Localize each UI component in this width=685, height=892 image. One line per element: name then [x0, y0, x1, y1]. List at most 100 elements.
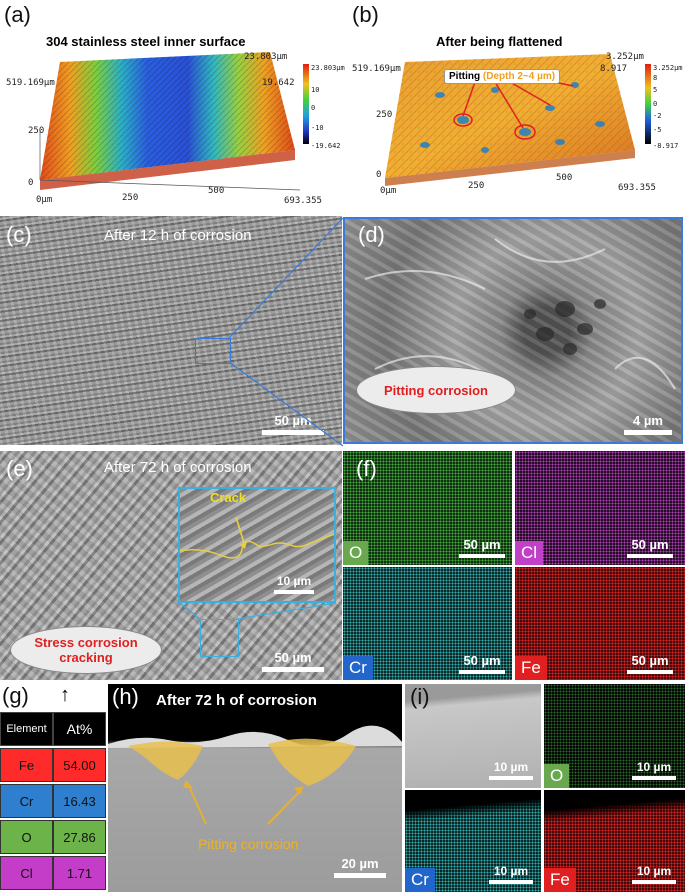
panel-h-scalebar: 20 µm [334, 856, 386, 878]
panel-a-z-mid: 19.642 [262, 78, 295, 88]
inset-connector-lines [179, 602, 337, 620]
panel-b-colorbar-2: 5 [653, 86, 658, 94]
panel-i-scalebar-sem: 10 µm [489, 760, 533, 780]
element-badge-O: O [544, 764, 570, 788]
panel-i-scalebar-O: 10 µm [632, 760, 676, 780]
panel-c-sem-image [0, 216, 342, 445]
panel-f-scalebar-O: 50 µm [459, 537, 505, 558]
element-badge-O: O [343, 541, 369, 565]
zoom-box [195, 338, 231, 364]
zoom-connector-lines [228, 217, 344, 447]
panel-h-scale-text: 20 µm [341, 856, 379, 871]
panel-e-scale-text: 50 µm [274, 650, 312, 665]
panel-e-callout: Stress corrosion cracking [10, 626, 162, 674]
table-cell-value: 16.43 [53, 784, 106, 818]
panel-b-x-500: 500 [556, 173, 573, 183]
panel-f-scalebar-Cl: 50 µm [627, 537, 673, 558]
panel-b-x-end: 693.355 [618, 183, 656, 193]
panel-i-scalebar-Fe: 10 µm [632, 864, 676, 884]
panel-c-scalebar: 50 µm [262, 413, 324, 435]
table-row: Cr 16.43 [0, 784, 106, 818]
panel-h-sem-image [108, 684, 402, 892]
panel-i-scale-sem: 10 µm [493, 760, 529, 774]
panel-d-scalebar: 4 µm [624, 413, 672, 435]
pitting-text: Pitting [449, 71, 481, 82]
panel-b-y-mid: 250 [376, 110, 393, 120]
element-badge-Cl: Cl [515, 541, 544, 565]
panel-a-y-top: 519.169µm [6, 78, 55, 88]
panel-b-title: After being flattened [436, 34, 563, 49]
panel-i-map-Cr: Cr 10 µm [405, 790, 541, 892]
panel-h-callout: Pitting corrosion [198, 836, 299, 852]
panel-b-pitting-label: Pitting (Depth 2~4 µm) [444, 69, 561, 84]
panel-f-scale-Cr: 50 µm [463, 653, 501, 668]
table-row: Fe 54.00 [0, 748, 106, 782]
panel-f-map-Fe: Fe 50 µm [515, 567, 685, 680]
panel-b-x-250: 250 [468, 181, 485, 191]
panel-f-scalebar-Cr: 50 µm [459, 653, 505, 674]
panel-label-i: (i) [410, 684, 430, 709]
panel-f-scale-Cl: 50 µm [631, 537, 669, 552]
panel-b-x-zero: 0µm [380, 186, 397, 196]
panel-c-title: After 12 h of corrosion [104, 227, 252, 244]
zoom-box [200, 619, 239, 657]
panel-label-h: (h) [112, 684, 139, 709]
table-header: Element At% [0, 712, 106, 746]
pitting-depth-text: (Depth 2~4 µm) [482, 71, 556, 82]
panel-d-callout: Pitting corrosion [356, 366, 516, 414]
arrow-up-icon: ↑ [60, 684, 70, 706]
panel-label-e: (e) [6, 456, 33, 481]
panel-i-map-sem: 10 µm [405, 684, 541, 788]
panel-a-colorbar-0: 23.803µm [311, 64, 345, 72]
panel-a-colorbar-2: 0 [311, 104, 316, 112]
panel-a-z-top: 23.803µm [244, 52, 288, 62]
panel-i-scale-Cr: 10 µm [493, 864, 529, 878]
panel-c-scale-text: 50 µm [274, 413, 312, 428]
panel-e-inset-scale-text: 10 µm [276, 574, 312, 588]
panel-e-title: After 72 h of corrosion [104, 459, 252, 476]
table-cell-element: Cl [0, 856, 53, 890]
panel-d-scale-text: 4 µm [633, 413, 663, 428]
panel-i-scalebar-Cr: 10 µm [489, 864, 533, 884]
panel-a-x-500: 500 [208, 186, 225, 196]
panel-label-b: (b) [352, 2, 379, 27]
panel-b-y-top: 519.169µm [352, 64, 401, 74]
panel-b-colorbar-6: -8.917 [653, 142, 679, 150]
table-cell-value: 27.86 [53, 820, 106, 854]
panel-label-a: (a) [4, 2, 31, 27]
panel-f-map-O: O 50 µm [343, 451, 512, 565]
panel-b-z-top: 3.252µm [606, 52, 644, 62]
panel-b-3d-surface [385, 54, 651, 186]
panel-b-colorbar-0: 3.252µm [653, 64, 683, 72]
table-row: O 27.86 [0, 820, 106, 854]
table-cell-element: Cr [0, 784, 53, 818]
panel-a-title: 304 stainless steel inner surface [46, 34, 246, 49]
panel-label-g: (g) [2, 683, 29, 708]
panel-f-scalebar-Fe: 50 µm [627, 653, 673, 674]
panel-a-y-mid: 250 [28, 126, 45, 136]
panel-b-z-mid: 8.917 [600, 64, 628, 74]
panel-label-c: (c) [6, 222, 32, 247]
panel-a-x-250: 250 [122, 193, 139, 203]
table-cell-element: Fe [0, 748, 53, 782]
panel-a-colorbar-3: -10 [311, 124, 324, 132]
table-header-atpct: At% [53, 712, 106, 746]
element-badge-Fe: Fe [515, 656, 547, 680]
panel-a-colorbar-1: 10 [311, 86, 320, 94]
element-badge-Fe: Fe [544, 868, 576, 892]
panel-i-scale-O: 10 µm [636, 760, 672, 774]
crack-label: Crack [210, 490, 247, 505]
panel-f-scale-O: 50 µm [463, 537, 501, 552]
panel-b-colorbar-5: -5 [653, 126, 662, 134]
panel-f-map-Cl: Cl 50 µm [515, 451, 685, 565]
panel-b-colorbar-1: 8 [653, 74, 658, 82]
panel-b-colorbar-4: -2 [653, 112, 662, 120]
panel-i-map-O: O 10 µm [544, 684, 685, 788]
panel-i-map-Fe: Fe 10 µm [544, 790, 685, 892]
table-cell-value: 1.71 [53, 856, 106, 890]
panel-e-inset [178, 487, 336, 603]
panel-f-scale-Fe: 50 µm [631, 653, 669, 668]
panel-h-title: After 72 h of corrosion [156, 692, 317, 709]
crack-path [180, 516, 334, 559]
panel-a-x-end: 693.355 [284, 196, 322, 206]
